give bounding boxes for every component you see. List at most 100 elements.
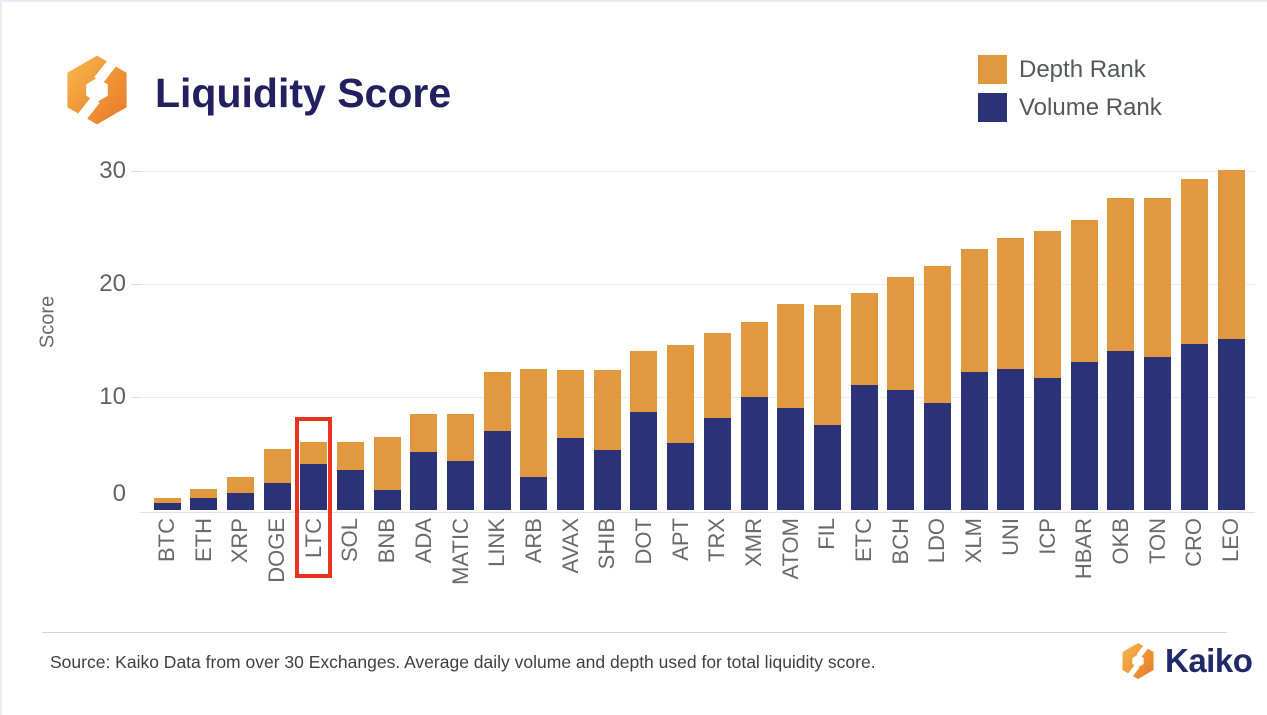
bar-LDO-depth [923,265,951,403]
x-tick-label-SHIB: SHIB [594,518,620,570]
bar-APT-volume [667,443,695,510]
legend-label-depth: Depth Rank [1019,55,1146,83]
x-tick-label-ETH: ETH [190,518,216,562]
x-tick-label-ICP: ICP [1034,518,1060,555]
volume-rank-swatch-icon [978,93,1007,122]
bar-DOGE-volume [263,482,291,510]
x-tick-label-XMR: XMR [741,518,767,567]
bar-APT-depth [667,345,695,444]
bar-ETC-depth [850,293,878,385]
x-tick-label-SOL: SOL [337,518,363,563]
bar-ATOM-depth [777,304,805,409]
bar-CRO-volume [1180,343,1208,510]
y-tick-label-0: 0 [112,480,126,507]
x-tick-label-BCH: BCH [887,518,913,565]
bar-ETH-volume [190,497,218,510]
bar-ETH-depth [190,488,218,498]
bar-ADA-depth [410,413,438,453]
x-tick-label-BNB: BNB [374,518,400,564]
bar-UNI-volume [997,368,1025,510]
bar-ARB-depth [520,368,548,478]
page-title: Liquidity Score [155,70,452,116]
bar-LTC-depth [300,442,328,464]
bar-DOT-volume [630,411,658,510]
x-tick-label-DOGE: DOGE [264,518,290,583]
bar-BCH-volume [887,390,915,510]
legend-item-depth-rank: Depth Rank [978,55,1162,84]
bar-AVAX-depth [557,369,585,438]
footer-brand-text: Kaiko [1165,642,1253,679]
y-tick-mark-10 [131,397,140,398]
x-tick-label-AVAX: AVAX [557,518,583,574]
highlight-box-LTC [295,417,333,578]
bar-SHIB-depth [593,369,621,451]
y-tick-label-20: 20 [99,270,126,297]
bar-DOGE-depth [263,448,291,483]
bar-LDO-volume [923,402,951,510]
bar-BTC-volume [153,503,181,510]
bar-LEO-volume [1217,339,1245,510]
bar-ICP-volume [1034,377,1062,510]
footer-divider [42,632,1227,633]
bar-ETC-volume [850,384,878,510]
bar-ICP-depth [1034,230,1062,378]
bar-TON-depth [1144,198,1172,358]
bar-LINK-volume [483,430,511,510]
footer-source-text: Source: Kaiko Data from over 30 Exchange… [50,652,876,672]
bar-HBAR-depth [1070,219,1098,362]
x-tick-label-DOT: DOT [630,518,656,565]
y-tick-label-30: 30 [99,157,126,184]
bar-OKB-depth [1107,198,1135,351]
x-tick-label-LEO: LEO [1218,518,1243,563]
x-tick-label-CRO: CRO [1181,518,1207,567]
legend-label-volume: Volume Rank [1019,93,1162,121]
y-axis-title: Score [36,295,59,349]
bar-SOL-volume [336,470,364,510]
x-tick-label-ETC: ETC [851,518,877,562]
kaiko-logo-icon [1122,641,1154,681]
bar-TRX-depth [703,332,731,419]
bar-ARB-volume [520,477,548,510]
bar-ATOM-volume [777,408,805,510]
x-tick-label-ATOM: ATOM [777,518,803,580]
bar-TON-volume [1144,357,1172,510]
bar-UNI-depth [997,237,1025,369]
bar-FIL-volume [813,425,841,510]
bar-HBAR-volume [1070,361,1098,510]
x-tick-label-LINK: LINK [484,518,510,567]
bar-XRP-volume [226,493,254,510]
bar-XLM-volume [960,372,988,510]
bar-OKB-volume [1107,350,1135,510]
x-tick-label-ARB: ARB [520,518,546,564]
y-tick-mark-30 [131,171,140,172]
bar-LTC-volume [300,463,328,510]
bar-MATIC-depth [447,413,475,462]
kaiko-mark-icon [57,50,137,130]
bar-BNB-depth [373,436,401,490]
gridline-20 [140,284,1255,285]
chart-legend: Depth Rank Volume Rank [978,55,1162,131]
footer-brand: Kaiko [1117,640,1253,682]
bar-SHIB-volume [593,450,621,510]
bar-LINK-depth [483,372,511,431]
x-tick-label-TRX: TRX [704,518,730,562]
x-tick-label-XRP: XRP [227,518,253,564]
depth-rank-swatch-icon [978,55,1007,84]
bar-XMR-volume [740,397,768,510]
legend-item-volume-rank: Volume Rank [978,93,1162,122]
gridline-30 [140,171,1255,172]
bar-ADA-volume [410,452,438,510]
bar-BCH-depth [887,277,915,391]
x-tick-label-TON: TON [1144,518,1170,565]
x-tick-label-XLM: XLM [961,518,987,564]
bar-AVAX-volume [557,437,585,510]
bar-XRP-depth [226,477,254,494]
bar-MATIC-volume [447,461,475,510]
x-tick-label-UNI: UNI [997,518,1023,556]
x-tick-label-APT: APT [667,518,693,561]
x-tick-label-LDO: LDO [924,518,950,564]
bar-XMR-depth [740,322,768,397]
bar-BTC-depth [153,497,181,504]
gridline-10 [140,397,1255,398]
